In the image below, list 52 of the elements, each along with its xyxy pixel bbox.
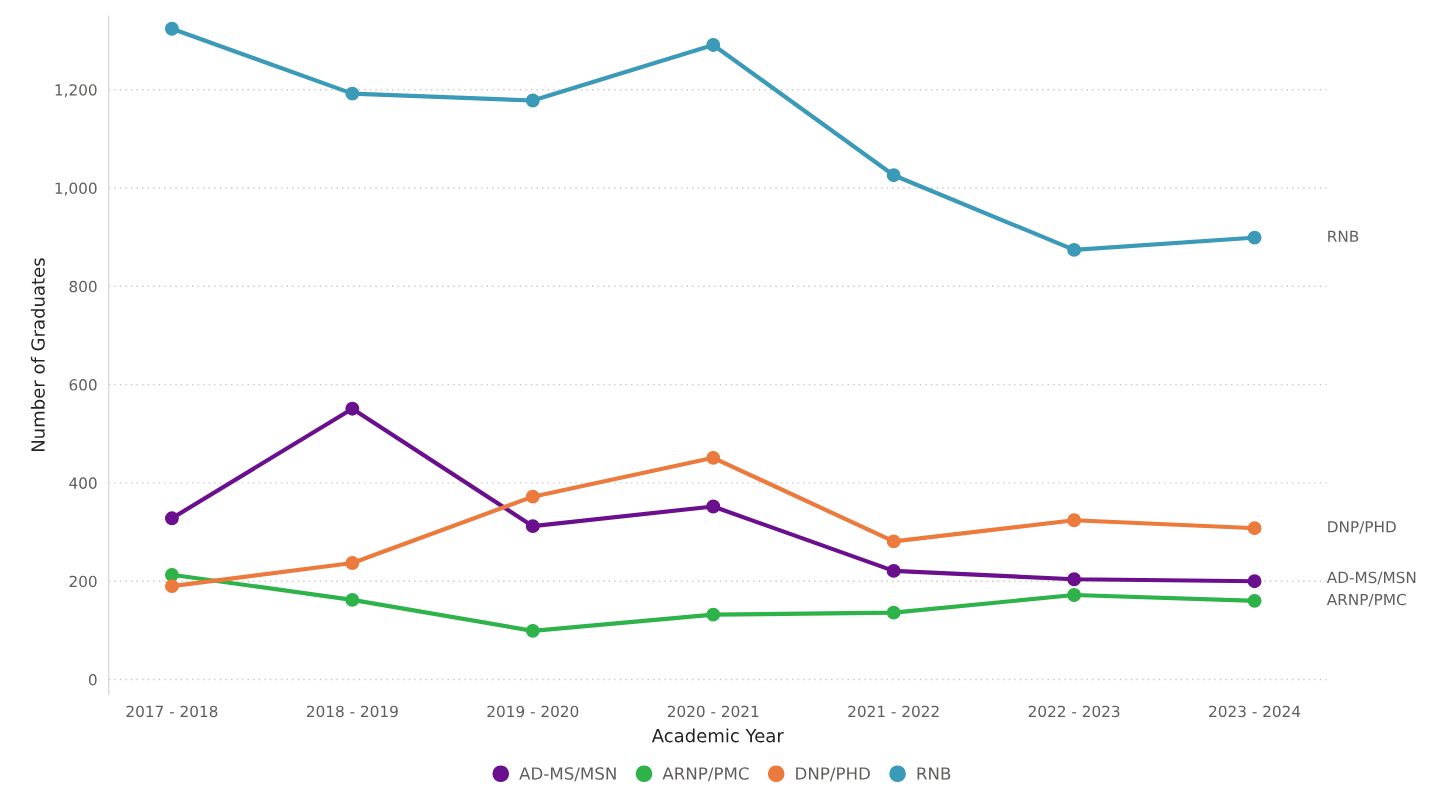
point <box>164 567 179 582</box>
point <box>1247 593 1262 608</box>
x-tick-label: 2021 - 2022 <box>848 705 939 718</box>
legend-label: DNP/PHD <box>796 767 870 782</box>
y-tick-label: 200 <box>69 575 97 588</box>
point <box>525 519 540 534</box>
point <box>345 86 360 101</box>
point <box>886 563 901 578</box>
x-tick-label: 2023 - 2024 <box>1209 705 1301 718</box>
point <box>706 450 721 465</box>
y-axis-title: Number of Graduates <box>30 258 45 452</box>
x-axis-title: Academic Year <box>651 728 784 743</box>
legend-label: AD-MS/MSN <box>519 767 616 782</box>
point <box>886 605 901 620</box>
point <box>1067 588 1082 602</box>
point <box>1247 521 1262 536</box>
y-tick-label: 800 <box>69 280 97 293</box>
point <box>1067 572 1082 587</box>
x-tick-label: 2018 - 2019 <box>306 705 398 718</box>
text: RNB <box>1328 230 1359 242</box>
point <box>525 623 540 638</box>
point <box>164 579 179 594</box>
point <box>886 168 901 183</box>
point <box>1067 513 1082 528</box>
text: ARNP/PMC <box>1326 593 1406 607</box>
point <box>525 93 540 108</box>
point <box>886 534 901 549</box>
x-tick-label: 2022 - 2023 <box>1028 705 1120 718</box>
y-tick-label: 600 <box>69 379 97 391</box>
point <box>164 511 179 526</box>
point <box>345 401 360 416</box>
y-tick-label: 0 <box>88 673 97 686</box>
point <box>345 592 360 607</box>
point <box>706 38 721 52</box>
point <box>1247 574 1262 589</box>
point <box>706 607 721 622</box>
point <box>525 489 540 504</box>
point <box>164 21 179 36</box>
point <box>1067 242 1082 257</box>
point <box>1247 230 1262 245</box>
point <box>706 499 721 514</box>
text: AD-MS/MSN <box>1326 571 1416 585</box>
x-tick-label: 2017 - 2018 <box>126 705 218 718</box>
x-tick-label: 2020 - 2021 <box>667 705 759 718</box>
legend-label: ARNP/PMC <box>662 767 749 782</box>
legend-label: RNB <box>917 767 951 780</box>
y-tick-label: 400 <box>69 477 97 489</box>
text: DNP/PHD <box>1328 521 1396 534</box>
y-tick-label: 1,000 <box>55 182 97 196</box>
point <box>345 556 360 570</box>
x-tick-label: 2019 - 2020 <box>487 705 579 718</box>
y-tick-label: 1,200 <box>55 84 97 98</box>
